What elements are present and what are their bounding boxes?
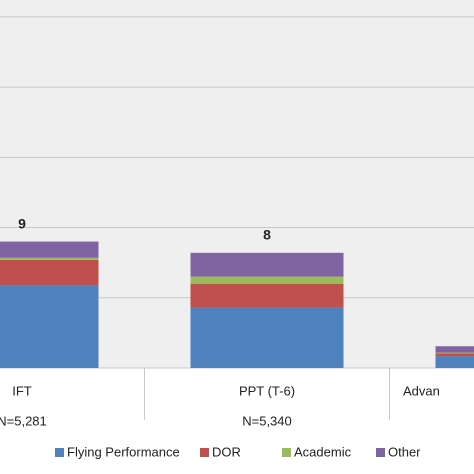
- legend-label: Academic: [294, 444, 352, 459]
- legend-swatch: [282, 448, 291, 457]
- total-label: 8: [263, 227, 271, 243]
- legend-swatch: [55, 448, 64, 457]
- bar-segment: [190, 252, 344, 277]
- total-label: 9: [18, 215, 26, 231]
- bar-segment: [435, 352, 474, 354]
- legend-swatch: [376, 448, 385, 457]
- bar-segment: [0, 259, 99, 286]
- x-sublabel: N=5,340: [242, 413, 292, 428]
- legend-label: DOR: [212, 444, 241, 459]
- legend-label: Flying Performance: [67, 444, 180, 459]
- legend-label: Other: [388, 444, 421, 459]
- bar-segment: [190, 283, 344, 308]
- x-sublabel: N=5,281: [0, 413, 47, 428]
- x-tick-label: IFT: [12, 383, 32, 398]
- bar-segment: [435, 346, 474, 353]
- legend-swatch: [200, 448, 209, 457]
- bar-segment: [0, 241, 99, 258]
- bar-segment: [435, 353, 474, 357]
- bar-segment: [0, 257, 99, 260]
- bar-segment: [190, 307, 344, 368]
- bar-segment: [0, 285, 99, 368]
- x-tick-label: Advan: [403, 383, 440, 398]
- x-tick-label: PPT (T-6): [239, 383, 295, 398]
- bar-segment: [435, 356, 474, 368]
- bar-segment: [190, 276, 344, 284]
